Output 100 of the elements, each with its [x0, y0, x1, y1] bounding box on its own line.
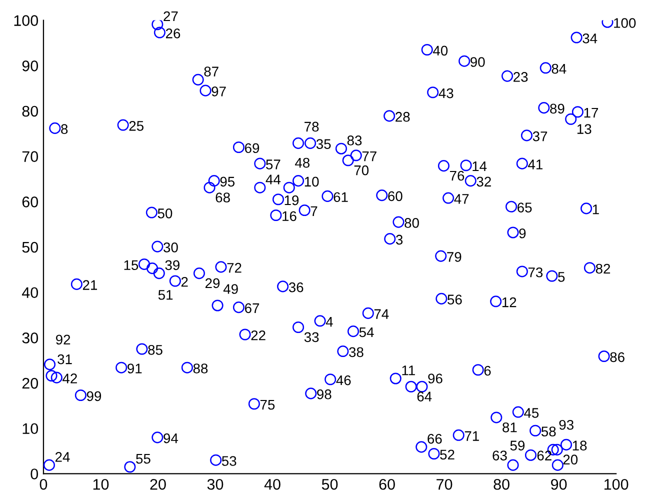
annotation: 81: [502, 422, 517, 432]
x-tick-label: 70: [436, 478, 452, 490]
annotation: 80: [404, 218, 419, 228]
annotation: 12: [502, 297, 516, 308]
annotation: 35: [316, 139, 331, 149]
annotation: 89: [550, 104, 564, 114]
annotation: 41: [528, 160, 542, 170]
annotation: 9: [519, 228, 526, 238]
x-tick-label: 40: [264, 478, 280, 490]
y-tick-label: 50: [22, 242, 38, 253]
annotation: 93: [559, 420, 574, 430]
annotation: 79: [447, 252, 462, 262]
annotation: 52: [440, 450, 454, 460]
y-tick-label: 40: [22, 287, 38, 298]
x-tick-label: 30: [207, 478, 224, 490]
annotation: 32: [476, 176, 491, 187]
annotation: 92: [56, 334, 70, 345]
annotation: 98: [317, 389, 332, 400]
annotation: 37: [532, 131, 548, 142]
annotation: 65: [518, 202, 532, 212]
annotation: 7: [310, 206, 318, 216]
annotation: 50: [158, 208, 172, 218]
annotation: 51: [158, 290, 173, 300]
y-tick-label: 70: [22, 151, 38, 162]
annotation: 14: [472, 162, 487, 172]
annotation: 75: [260, 400, 275, 410]
annotation: 22: [251, 330, 266, 340]
annotation: 46: [336, 375, 351, 386]
x-tick-label: 0: [40, 478, 48, 490]
annotation: 86: [610, 352, 624, 362]
annotation: 21: [82, 280, 98, 290]
annotation: 61: [334, 192, 348, 202]
annotation: 82: [596, 264, 610, 274]
annotation: 4: [326, 317, 333, 327]
annotation: 83: [347, 136, 362, 146]
annotation: 2: [181, 276, 188, 287]
x-tick-label: 60: [379, 478, 395, 490]
x-tick-label: 20: [150, 478, 166, 490]
annotation: 36: [288, 282, 304, 292]
annotation: 96: [428, 374, 442, 384]
annotation: 1: [592, 204, 599, 214]
annotation: 29: [205, 278, 220, 288]
annotation: 71: [464, 431, 479, 441]
x-tick-label: 50: [322, 478, 338, 490]
annotation: 77: [362, 152, 376, 162]
annotation: 28: [396, 112, 410, 122]
annotation: 56: [448, 294, 462, 304]
annotation: 59: [510, 440, 525, 450]
y-tick-label: 90: [22, 60, 38, 72]
annotation: 95: [220, 176, 235, 187]
annotation: 44: [266, 174, 281, 184]
annotation: 5: [558, 272, 565, 282]
annotation: 47: [454, 194, 469, 204]
annotation: 39: [165, 260, 180, 270]
annotation: 8: [61, 124, 68, 134]
annotation: 66: [428, 434, 442, 444]
annotation: 57: [266, 160, 280, 170]
y-tick-label: 20: [22, 378, 38, 389]
annotation: 55: [136, 454, 150, 464]
annotation: 94: [164, 433, 178, 444]
annotation: 30: [164, 242, 178, 252]
annotation: 40: [432, 46, 448, 56]
x-tick-label: 10: [93, 478, 109, 490]
annotation: 6: [484, 366, 491, 376]
y-tick-label: 60: [22, 196, 38, 208]
annotation: 84: [552, 64, 566, 74]
annotation: 13: [577, 124, 592, 134]
annotation: 100: [614, 18, 636, 28]
annotation: 49: [223, 284, 238, 294]
annotation: 90: [470, 57, 485, 67]
y-tick-label: 100: [14, 15, 38, 26]
annotation: 15: [124, 260, 138, 270]
annotation: 76: [450, 170, 464, 181]
annotation: 33: [304, 332, 319, 342]
annotation: 48: [294, 158, 310, 168]
annotation: 26: [166, 28, 180, 38]
annotation: 87: [204, 66, 218, 76]
annotation: 10: [304, 176, 319, 187]
annotation: 88: [193, 364, 208, 374]
annotation: 43: [438, 88, 454, 98]
annotation: 64: [417, 392, 432, 402]
x-tick-label: 100: [604, 478, 628, 490]
annotation: 62: [537, 450, 552, 460]
y-tick-label: 80: [22, 106, 38, 117]
annotation: 31: [58, 354, 72, 364]
x-tick-label: 80: [494, 478, 510, 490]
annotation: 54: [359, 327, 374, 338]
annotation: 24: [55, 452, 70, 462]
annotation: 69: [244, 143, 260, 154]
annotation: 63: [492, 450, 507, 460]
annotation: 34: [582, 33, 598, 44]
annotation: 68: [216, 192, 230, 202]
annotation: 27: [164, 11, 178, 22]
annotation: 74: [374, 309, 389, 319]
y-tick-label: 0: [30, 468, 38, 480]
annotation: 91: [128, 364, 142, 374]
annotation: 20: [563, 454, 578, 465]
annotation: 42: [62, 374, 77, 384]
annotation: 78: [304, 122, 319, 132]
annotation: 16: [282, 211, 296, 222]
